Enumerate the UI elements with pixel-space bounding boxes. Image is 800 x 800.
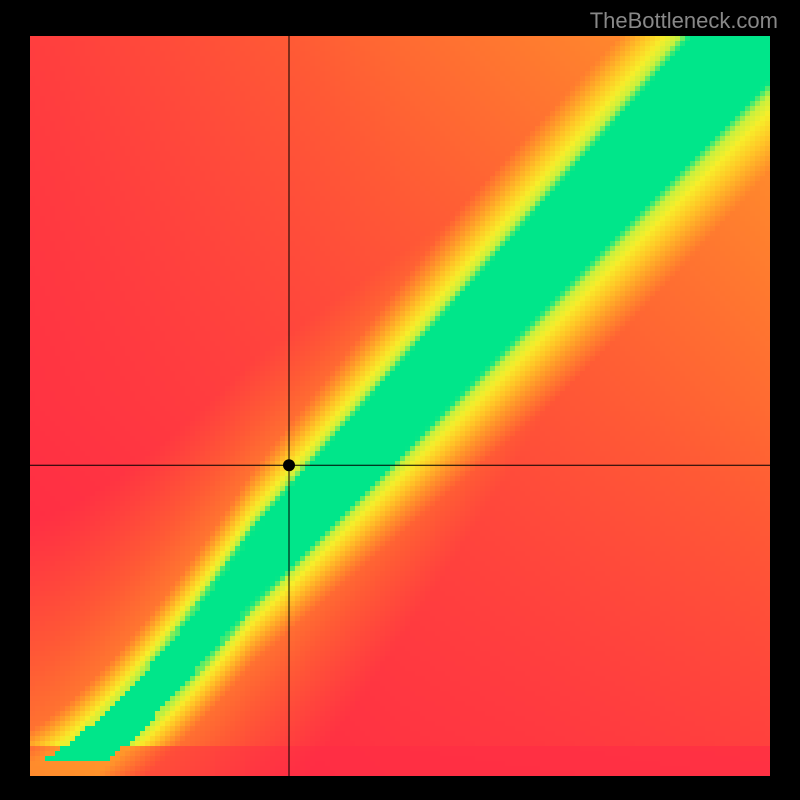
plot-area	[30, 36, 770, 776]
chart-frame: TheBottleneck.com	[0, 0, 800, 800]
watermark-text: TheBottleneck.com	[590, 8, 778, 34]
heatmap-canvas	[30, 36, 770, 776]
